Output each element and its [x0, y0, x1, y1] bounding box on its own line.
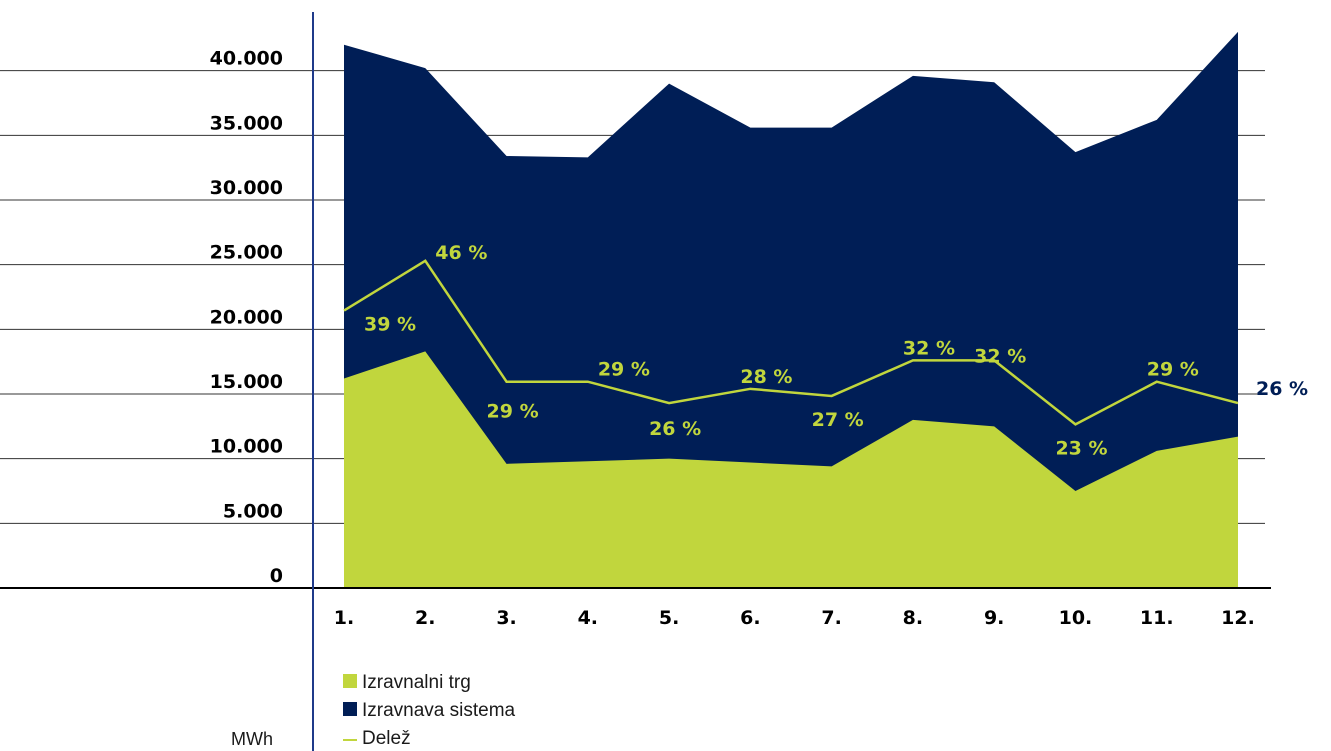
- x-tick-label: 1.: [334, 607, 354, 629]
- y-tick-label: 30.000: [210, 177, 283, 199]
- share-label: 27 %: [812, 409, 864, 431]
- share-line: [343, 259, 1239, 426]
- share-label: 39 %: [364, 314, 416, 336]
- x-tick-labels: 1. 2. 3. 4. 5. 6. 7. 8. 9. 10. 11. 12.: [334, 607, 1255, 629]
- x-tick-label: 4.: [578, 607, 598, 629]
- axes: [0, 12, 1271, 751]
- share-label: 26 %: [1256, 378, 1308, 400]
- legend: Izravnalni trg Izravnava sistema Delež: [343, 672, 516, 749]
- areas: [344, 31, 1238, 589]
- x-tick-label: 6.: [740, 607, 760, 629]
- y-tick-label: 20.000: [210, 306, 283, 328]
- share-label: 29 %: [1147, 359, 1199, 381]
- legend-label-delez: Delež: [362, 728, 411, 749]
- y-unit-label: MWh: [231, 729, 273, 749]
- share-label: 28 %: [740, 366, 792, 388]
- legend-swatch-izravnalni-trg: [343, 674, 357, 688]
- share-label: 46 %: [435, 242, 487, 264]
- share-label: 26 %: [649, 418, 701, 440]
- x-tick-label: 2.: [415, 607, 435, 629]
- share-labels: 39 % 46 % 29 % 29 % 26 % 28 % 27 % 32 % 32 % 23 %…: [364, 242, 1308, 460]
- y-tick-label: 35.000: [210, 112, 283, 134]
- share-label: 29 %: [487, 401, 539, 423]
- y-tick-label: 5.000: [223, 500, 283, 522]
- y-tick-label: 10.000: [210, 436, 283, 458]
- share-label: 32 %: [903, 337, 955, 359]
- y-tick-labels: 0 5.000 10.000 15.000 20.000 25.000 30.000 35.0…: [210, 48, 283, 587]
- legend-swatch-izravnava-sistema: [343, 702, 357, 716]
- share-label: 23 %: [1055, 437, 1107, 459]
- share-label: 29 %: [598, 359, 650, 381]
- x-tick-label: 9.: [984, 607, 1004, 629]
- x-tick-label: 8.: [903, 607, 923, 629]
- x-tick-label: 7.: [821, 607, 841, 629]
- x-tick-label: 11.: [1140, 607, 1174, 629]
- share-label: 32 %: [974, 345, 1026, 367]
- x-tick-label: 10.: [1059, 607, 1093, 629]
- y-tick-label: 0: [270, 565, 283, 587]
- legend-label-izravnalni-trg: Izravnalni trg: [362, 672, 471, 693]
- x-tick-label: 3.: [496, 607, 516, 629]
- x-tick-label: 5.: [659, 607, 679, 629]
- line-delez: [343, 259, 1239, 426]
- y-tick-label: 40.000: [210, 48, 283, 70]
- area-izravnalni-trg: [344, 351, 1238, 588]
- y-tick-label: 25.000: [210, 242, 283, 264]
- legend-label-izravnava-sistema: Izravnava sistema: [362, 700, 516, 721]
- y-tick-label: 15.000: [210, 371, 283, 393]
- x-tick-label: 12.: [1221, 607, 1255, 629]
